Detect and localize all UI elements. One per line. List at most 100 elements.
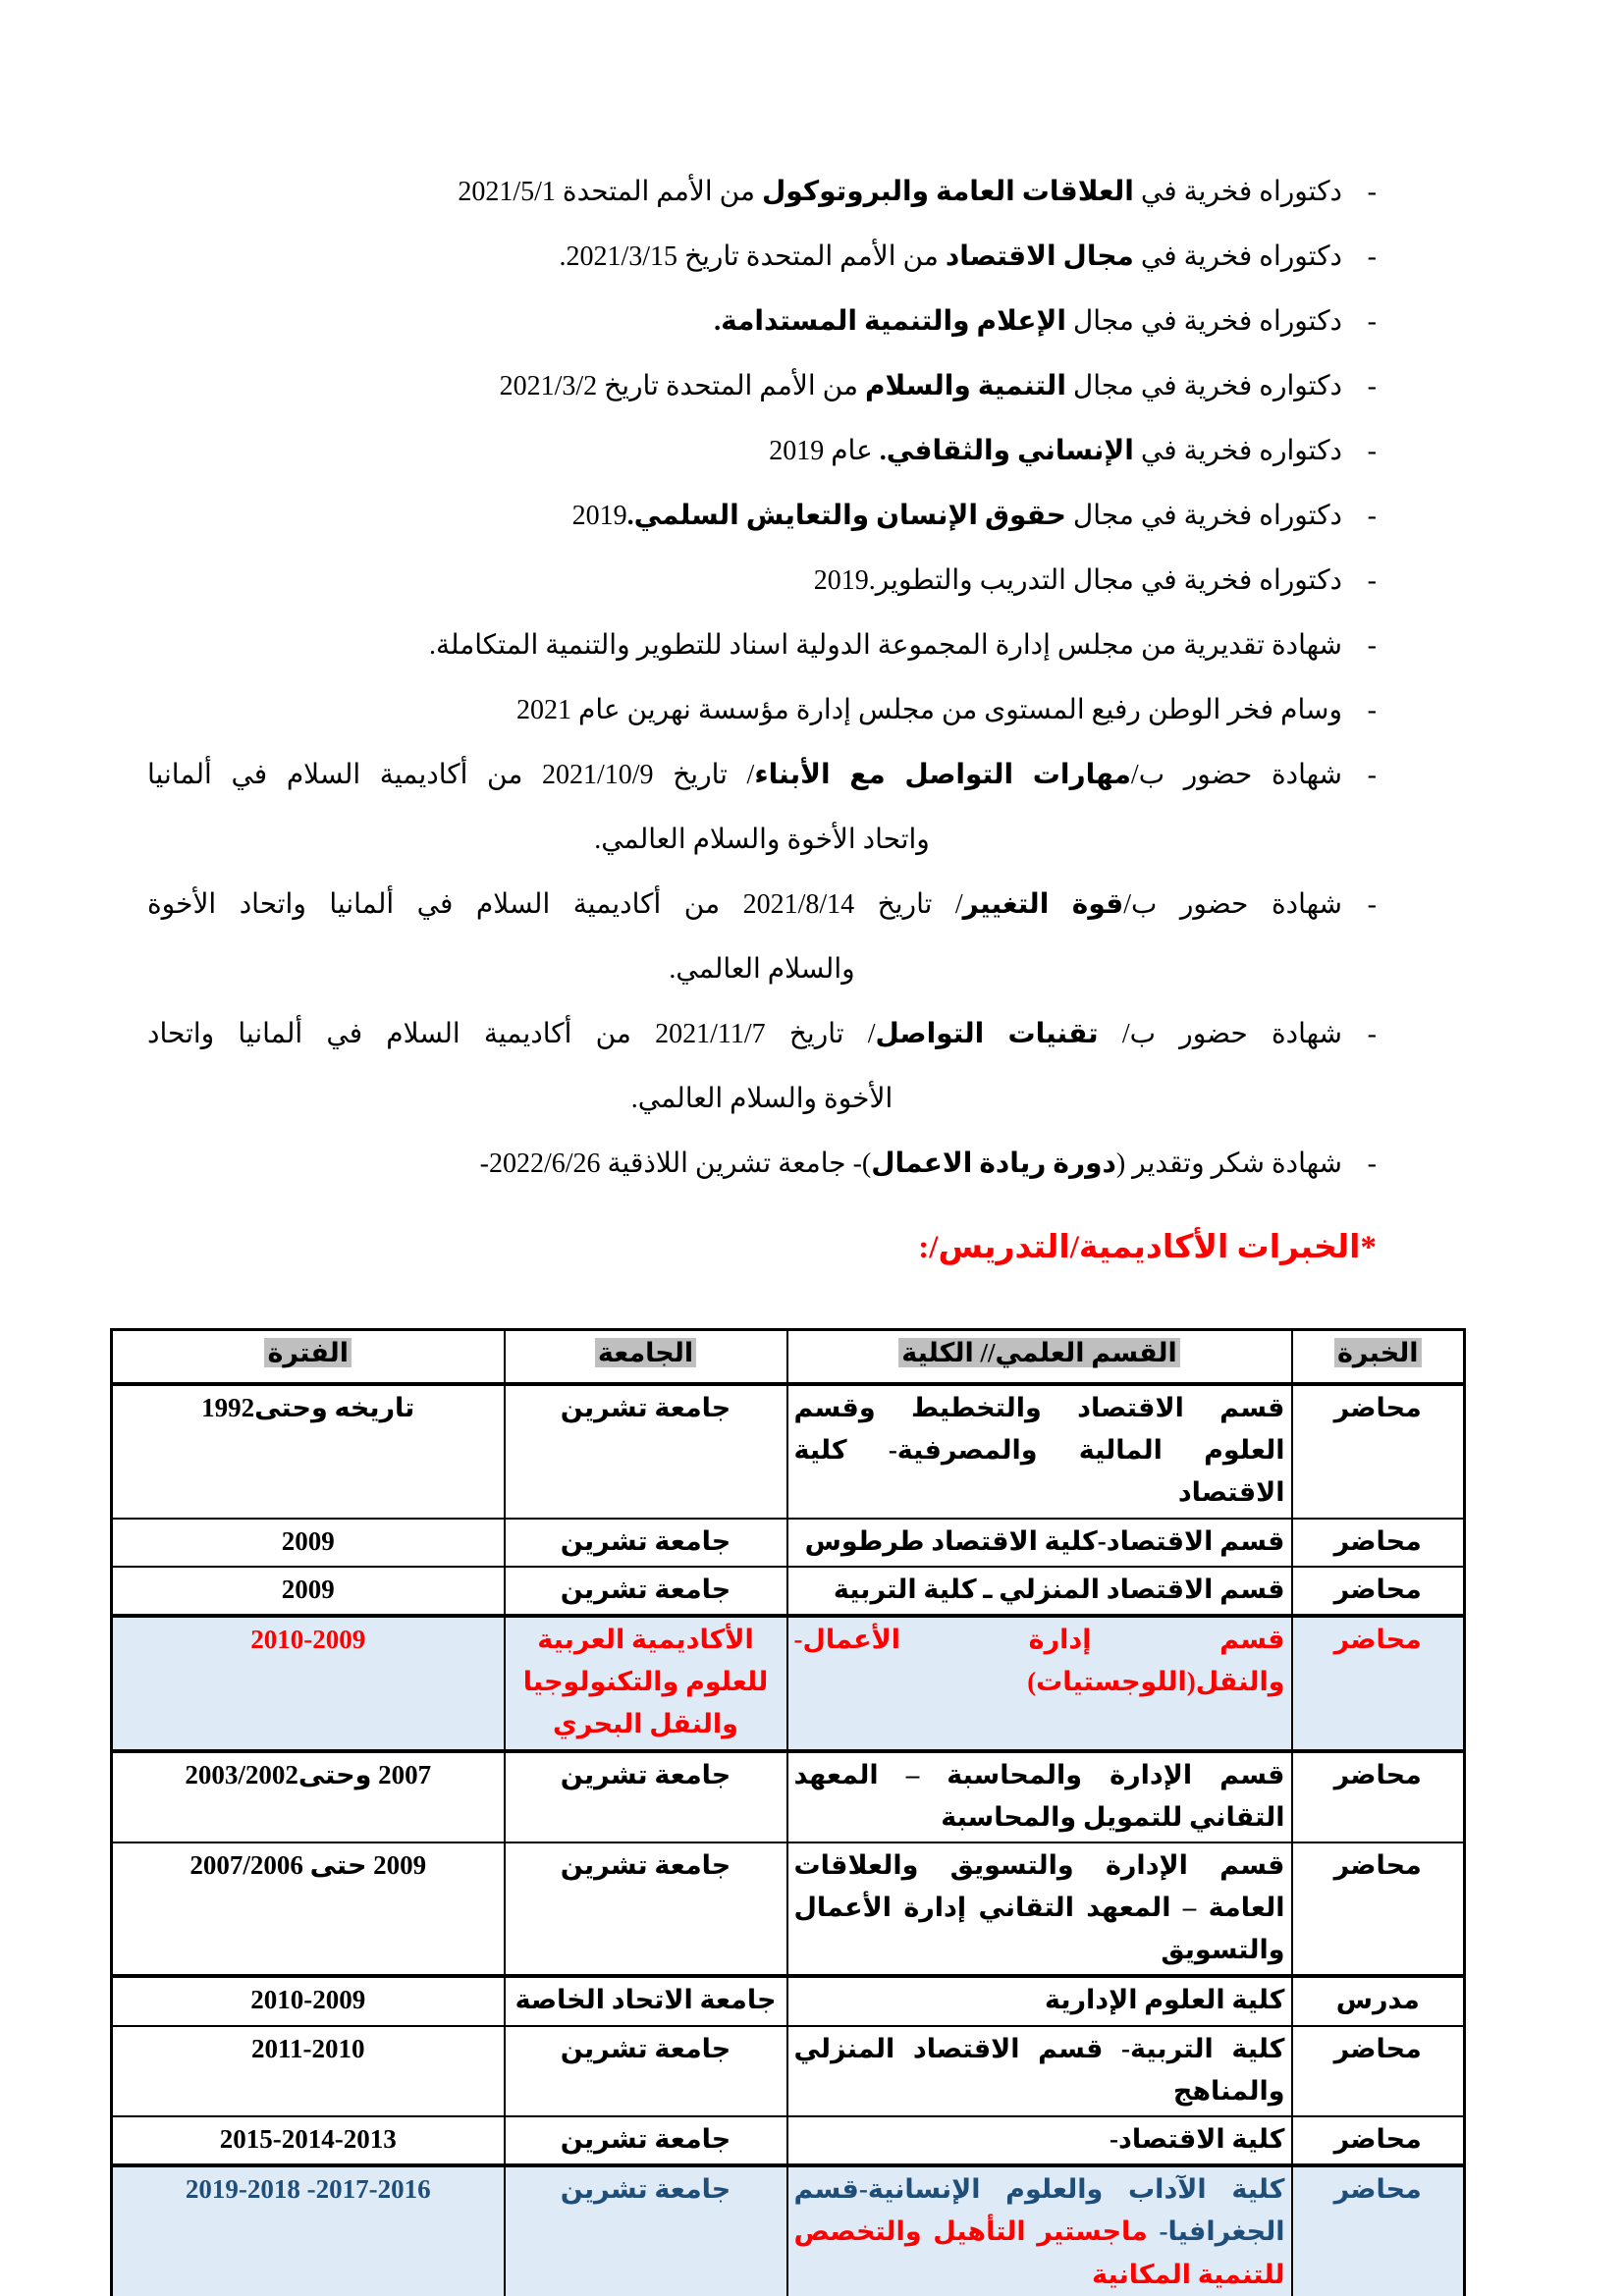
list-item: - دكتوراه فخرية في مجال الاقتصاد من الأمم… bbox=[147, 225, 1378, 290]
list-item-text: دكتوراه فخرية في مجال التدريب والتطوير.2… bbox=[147, 549, 1342, 614]
experience-cell: محاضر bbox=[1290, 2114, 1466, 2167]
column-header: الفترة bbox=[110, 1328, 506, 1386]
period-cell: ⁦2003/2002⁧وحتى⁩ 2007⁩ bbox=[110, 1748, 506, 1843]
list-item-text: دكتوراه فخرية في مجال الإعلام والتنمية ا… bbox=[147, 290, 1342, 354]
text-run: الإعلام والتنمية المستدامة. bbox=[714, 306, 1066, 337]
text-run: كلية التربية- قسم الاقتصاد المنزلي والمن… bbox=[793, 2033, 1285, 2106]
experience-cell: محاضر bbox=[1290, 1613, 1466, 1752]
list-item-continuation: والسلام العالمي. bbox=[669, 954, 855, 985]
text-run: دورة ريادة الاعمال bbox=[871, 1148, 1116, 1179]
column-header-label: الفترة bbox=[264, 1338, 352, 1367]
list-item-text: شهادة حضور ب/ تقنيات التواصل/ تاريخ 2021… bbox=[147, 1002, 1342, 1067]
list-item-text: دكتوراه فخرية في مجال حقوق الإنسان والتع… bbox=[147, 484, 1342, 549]
dash-marker: - bbox=[1367, 760, 1377, 790]
section-heading: *الخبرات الأكاديمية/التدريس/: bbox=[918, 1230, 1377, 1265]
list-item-text: شهادة شكر وتقدير (دورة ريادة الاعمال)- ج… bbox=[147, 1132, 1342, 1197]
text-run: شهادة حضور ب/ bbox=[1123, 889, 1342, 920]
university-cell: جامعة تشرين bbox=[503, 1841, 788, 1978]
table-row: محاضر كلية التربية- قسم الاقتصاد المنزلي … bbox=[110, 2024, 1466, 2118]
period-cell: ⁦1992⁧وحتى⁩ ⁧تاريخه⁩⁩ bbox=[110, 1383, 506, 1520]
dash-marker: - bbox=[1367, 889, 1377, 920]
dash-marker: - bbox=[1367, 630, 1377, 661]
text-run: حقوق الإنسان والتعايش السلمي. bbox=[626, 501, 1066, 531]
list-item: - دكتوراه فخرية في مجال الإعلام والتنمية … bbox=[147, 290, 1377, 354]
text-run: / تاريخ 2021/10/9 من أكاديمية السلام في … bbox=[147, 760, 755, 790]
dash-marker: - bbox=[1367, 306, 1377, 337]
university-cell: الأكاديمية العربية للعلوم والتكنولوجيا و… bbox=[503, 1613, 788, 1752]
column-header-label: الخبرة bbox=[1333, 1338, 1422, 1367]
university-cell: جامعة تشرين bbox=[503, 1565, 788, 1617]
text-run: شهادة شكر وتقدير ( bbox=[1115, 1148, 1342, 1179]
university-cell: جامعة تشرين bbox=[503, 2024, 788, 2118]
list-item: - دكتوراه فخرية في العلاقات العامة والبرو… bbox=[147, 160, 1377, 225]
dash-marker: - bbox=[1367, 436, 1377, 466]
list-item: - دكتوراه فخرية في مجال حقوق الإنسان والت… bbox=[147, 484, 1377, 549]
experience-cell: محاضر bbox=[1290, 2163, 1466, 2296]
experience-cell: محاضر bbox=[1290, 2024, 1466, 2118]
text-run: دكتوراه فخرية في مجال bbox=[1065, 501, 1342, 531]
list-item: - دكتوراه فخرية في مجال التدريب والتطوير.… bbox=[147, 549, 1377, 614]
department-college-cell: كلية الاقتصاد- bbox=[785, 2114, 1293, 2167]
table-row: محاضر قسم الاقتصاد المنزلي ـ كلية التربية… bbox=[110, 1565, 1466, 1617]
text-run: وسام فخر الوطن رفيع المستوى من مجلس إدار… bbox=[515, 695, 1342, 725]
text-run: كلية الاقتصاد- bbox=[1109, 2124, 1285, 2154]
text-run: قوة التغيير bbox=[962, 889, 1124, 920]
experience-cell: مدرس bbox=[1290, 1974, 1466, 2027]
academic-experience-table: الخبرة القسم العلمي// الكلية الجامعة الفترة… bbox=[110, 1328, 1466, 2296]
list-item-text: شهادة تقديرية من مجلس إدارة المجموعة الد… bbox=[147, 614, 1342, 678]
text-run: كلية الآداب والعلوم الإنسانية-قسم الجغرا… bbox=[793, 2174, 1285, 2247]
text-run: دكتوراه فخرية في مجال التدريب والتطوير.2… bbox=[813, 565, 1342, 596]
experience-cell: محاضر bbox=[1290, 1748, 1466, 1843]
text-run: دكتوراه فخرية في bbox=[1133, 177, 1342, 207]
column-header-label: القسم العلمي// الكلية bbox=[898, 1338, 1180, 1367]
column-header: الجامعة bbox=[503, 1328, 788, 1386]
list-item-text: دكتواره فخرية في الإنساني والثقافي. عام … bbox=[147, 419, 1342, 484]
experience-cell: محاضر bbox=[1290, 1841, 1466, 1978]
text-run: دكتوراه فخرية في مجال bbox=[1065, 306, 1342, 337]
experience-cell: محاضر bbox=[1290, 1565, 1466, 1617]
text-run: )- جامعة تشرين اللاذقية ⁦-2022/6/26⁩ bbox=[479, 1148, 872, 1179]
list-item: - وسام فخر الوطن رفيع المستوى من مجلس إدا… bbox=[147, 678, 1377, 743]
table-row: محاضر قسم الإدارة والتسويق والعلاقات العا… bbox=[110, 1841, 1466, 1978]
list-item-continuation: واتحاد الأخوة والسلام العالمي. bbox=[594, 825, 930, 855]
text-run: دكتواره فخرية في مجال bbox=[1065, 371, 1342, 401]
dash-marker: - bbox=[1367, 501, 1377, 531]
dash-marker: - bbox=[1367, 695, 1377, 725]
text-run: من الأمم المتحدة تاريخ 2021/3/15. bbox=[559, 241, 946, 272]
period-cell: ⁦2019-2018 -2017-2016⁩ bbox=[110, 2163, 506, 2296]
table-row: محاضر قسم الاقتصاد-كلية الاقتصاد طرطوس جام… bbox=[110, 1517, 1466, 1568]
text-run: التنمية والسلام bbox=[864, 371, 1066, 401]
text-run: مجال الاقتصاد bbox=[945, 241, 1134, 272]
list-item-text: دكتوراه فخرية في العلاقات العامة والبروت… bbox=[147, 160, 1342, 225]
dash-marker: - bbox=[1367, 241, 1377, 272]
table-row: مدرس كلية العلوم الإدارية جامعة الاتحاد ال… bbox=[110, 1974, 1466, 2027]
university-cell: جامعة تشرين bbox=[503, 1517, 788, 1568]
period-cell: 2010-2009 bbox=[110, 1974, 506, 2027]
list-item: - شهادة حضور ب/ تقنيات التواصل/ تاريخ 202… bbox=[147, 1002, 1377, 1067]
period-cell: ⁦2007/2006 ⁧حتى⁩ 2009⁩ bbox=[110, 1841, 506, 1978]
table-body: محاضر قسم الاقتصاد والتخطيط وقسم العلوم ا… bbox=[110, 1383, 1466, 2296]
dash-marker: - bbox=[1367, 565, 1377, 596]
text-run: شهادة تقديرية من مجلس إدارة المجموعة الد… bbox=[429, 630, 1342, 661]
table-header: الخبرة القسم العلمي// الكلية الجامعة الفترة bbox=[110, 1328, 1466, 1386]
dash-marker: - bbox=[1367, 371, 1377, 401]
university-cell: جامعة الاتحاد الخاصة bbox=[503, 1974, 788, 2027]
list-item: - شهادة تقديرية من مجلس إدارة المجموعة ال… bbox=[147, 614, 1377, 678]
text-run: تقنيات التواصل bbox=[875, 1019, 1099, 1049]
period-cell: 2011-2010 bbox=[110, 2024, 506, 2118]
text-run: قسم الاقتصاد المنزلي ـ كلية التربية bbox=[833, 1574, 1285, 1604]
department-college-cell: قسم الإدارة والتسويق والعلاقات العامة – … bbox=[785, 1841, 1293, 1978]
column-header: الخبرة bbox=[1290, 1328, 1466, 1386]
department-college-cell: كلية التربية- قسم الاقتصاد المنزلي والمن… bbox=[785, 2024, 1293, 2118]
university-cell: جامعة تشرين bbox=[503, 2163, 788, 2296]
text-run: عام 2019 bbox=[769, 436, 880, 466]
table-row: محاضر قسم إدارة الأعمال- والنقل(اللوجستيا… bbox=[110, 1613, 1466, 1752]
text-run: العلاقات العامة والبروتوكول bbox=[762, 177, 1134, 207]
list-item: - شهادة شكر وتقدير (دورة ريادة الاعمال)- … bbox=[147, 1132, 1377, 1197]
text-run: شهادة حضور ب/ bbox=[1098, 1019, 1342, 1049]
period-cell: 2009 bbox=[110, 1517, 506, 1568]
list-item-text: دكتوراه فخرية في مجال الاقتصاد من الأمم … bbox=[147, 225, 1343, 290]
dash-marker: - bbox=[1367, 1019, 1377, 1049]
list-item-text: شهادة حضور ب/مهارات التواصل مع الأبناء/ … bbox=[147, 743, 1342, 808]
